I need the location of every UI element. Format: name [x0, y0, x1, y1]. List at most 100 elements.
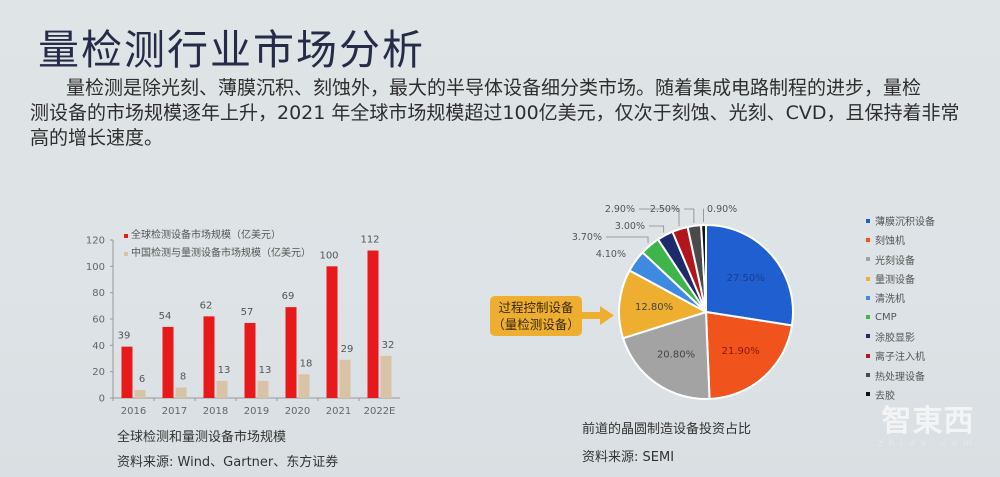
- bar-value-label: 13: [218, 365, 231, 376]
- legend-swatch-icon: [866, 353, 870, 358]
- bar-value-label: 6: [139, 374, 145, 385]
- bar-value-label: 13: [259, 365, 272, 376]
- pie-slices: [618, 223, 794, 400]
- legend-item: 清洗机: [866, 288, 935, 307]
- x-axis: 2016 2017 2018 2019 2020 2021 2022E: [112, 397, 400, 417]
- legend-swatch-icon: [866, 334, 870, 339]
- bar: [298, 374, 310, 398]
- x-tick-label: 2018: [203, 406, 228, 417]
- y-tick-label: 60: [92, 315, 105, 326]
- bar-chart: 0 20 40 60 80 100 120 2016 2017 2018 2019 2020 2021…: [86, 228, 400, 417]
- bar: [326, 266, 338, 398]
- y-axis: 0 20 40 60 80 100 120: [86, 236, 114, 405]
- slide-title: 量检测行业市场分析: [38, 26, 425, 74]
- bar: [380, 355, 392, 398]
- bar: [162, 326, 174, 398]
- y-tick-label: 100: [86, 262, 105, 273]
- pie-value-label: 27.50%: [727, 273, 765, 284]
- bar-series: 39 6 54 8 62 13 57 13 69 18 100 29 112 32: [118, 235, 395, 398]
- paragraph-line: 高的增长速度。: [30, 127, 164, 149]
- bar-chart-source: 资料来源: Wind、Gartner、东方证券: [117, 455, 339, 470]
- x-tick-label: 2019: [244, 406, 269, 417]
- bar: [339, 359, 351, 398]
- bar-value-label: 32: [382, 340, 395, 351]
- y-tick-label: 80: [92, 288, 105, 299]
- paragraph-line: 量检测是除光刻、薄膜沉积、刻蚀外，最大的半导体设备细分类市场。随着集成电路制程的…: [66, 77, 922, 99]
- legend-label: 刻蚀机: [875, 236, 905, 248]
- watermark-main: 智東西: [881, 404, 975, 439]
- legend-label: 热处理设备: [875, 371, 925, 383]
- pie-value-label: 3.70%: [572, 232, 602, 243]
- bar-value-label: 39: [118, 331, 131, 342]
- bar-value-label: 69: [282, 291, 295, 302]
- legend-label: 涂胶显影: [875, 332, 915, 344]
- bar-value-label: 18: [300, 358, 313, 369]
- bar: [244, 322, 256, 398]
- pie-chart-source: 资料来源: SEMI: [582, 450, 675, 465]
- watermark-sub: zhidx.com: [877, 439, 979, 449]
- pie-value-label: 0.90%: [707, 204, 737, 215]
- pie-value-label: 2.50%: [650, 204, 680, 215]
- pie-value-label: 4.10%: [596, 249, 626, 260]
- x-tick-label: 2017: [162, 406, 187, 417]
- y-tick-label: 40: [92, 341, 105, 352]
- callout-line: （量检测设备）: [492, 317, 580, 332]
- bar-legend: 全球检测设备市场规模（亿美元） 中国检测与量测设备市场规模（亿美元）: [124, 228, 311, 259]
- watermark-logo: 智東西 zhidx.com: [873, 405, 983, 465]
- bar-value-label: 100: [319, 250, 338, 261]
- bar-value-label: 8: [180, 371, 186, 382]
- legend-swatch-icon: [866, 295, 870, 300]
- pie-value-label: 3.00%: [615, 221, 645, 232]
- pie-value-label: 20.80%: [657, 350, 695, 361]
- x-tick-label: 2022E: [364, 406, 396, 417]
- process-control-callout: 过程控制设备 （量检测设备）: [490, 296, 582, 336]
- legend-swatch-icon: [866, 237, 870, 242]
- pie-chart-caption: 前道的晶圆制造设备投资占比: [582, 422, 752, 437]
- legend-item: 离子注入机: [866, 346, 935, 365]
- bar-value-label: 57: [241, 307, 254, 318]
- y-tick-label: 20: [92, 367, 105, 378]
- bar: [121, 346, 133, 398]
- bar-value-label: 112: [360, 235, 379, 246]
- bar-value-label: 29: [341, 344, 354, 355]
- bar: [203, 316, 215, 398]
- legend-swatch-icon: [866, 392, 870, 397]
- bar: [285, 307, 297, 398]
- bar: [216, 380, 228, 398]
- pie-value-label: 12.80%: [635, 302, 673, 313]
- pie-slice: [700, 223, 707, 313]
- pie-value-label: 2.90%: [605, 204, 635, 215]
- legend-item: 去胶: [866, 385, 935, 404]
- bar: [175, 387, 187, 398]
- bar: [134, 390, 146, 398]
- legend-label: 去胶: [875, 390, 895, 402]
- legend-item: CMP: [866, 307, 935, 326]
- pie-labels: 27.50% 21.90% 20.80% 12.80% 4.10% 3.70% 3.00% 2…: [572, 204, 765, 361]
- legend-swatch-icon: [866, 257, 870, 262]
- legend-item: 刻蚀机: [866, 230, 935, 249]
- callout-line: 过程控制设备: [498, 300, 574, 315]
- bar-value-label: 54: [159, 311, 172, 322]
- pie-slice: [704, 310, 794, 400]
- pie-chart: 27.50% 21.90% 20.80% 12.80% 4.10% 3.70% 3.00% 2…: [572, 204, 794, 400]
- pie-legend: 薄膜沉积设备 刻蚀机光刻设备量测设备 清洗机 CMP 涂胶显影离子注入机热处理设备去胶: [866, 211, 935, 404]
- pie-slice: [621, 310, 711, 400]
- legend-label: 中国检测与量测设备市场规模（亿美元）: [131, 246, 311, 259]
- intro-paragraph: 量检测是除光刻、薄膜沉积、刻蚀外，最大的半导体设备细分类市场。随着集成电路制程的…: [30, 76, 990, 151]
- pie-slice: [618, 269, 709, 340]
- y-tick-label: 0: [99, 394, 105, 405]
- legend-swatch-icon: [866, 276, 870, 281]
- legend-label: 光刻设备: [875, 255, 915, 267]
- legend-label: CMP: [875, 311, 897, 323]
- legend-item: 量测设备: [866, 269, 935, 288]
- bar: [367, 250, 379, 398]
- legend-label: 全球检测设备市场规模（亿美元）: [131, 228, 281, 241]
- legend-swatch-icon: [866, 315, 870, 320]
- legend-label: 量测设备: [875, 275, 915, 287]
- legend-item: 热处理设备: [866, 365, 935, 384]
- bar-value-label: 62: [200, 300, 213, 311]
- legend-item: 薄膜沉积设备: [866, 211, 935, 230]
- bar: [257, 380, 269, 398]
- x-tick-label: 2020: [285, 406, 310, 417]
- legend-label: 薄膜沉积设备: [875, 217, 935, 229]
